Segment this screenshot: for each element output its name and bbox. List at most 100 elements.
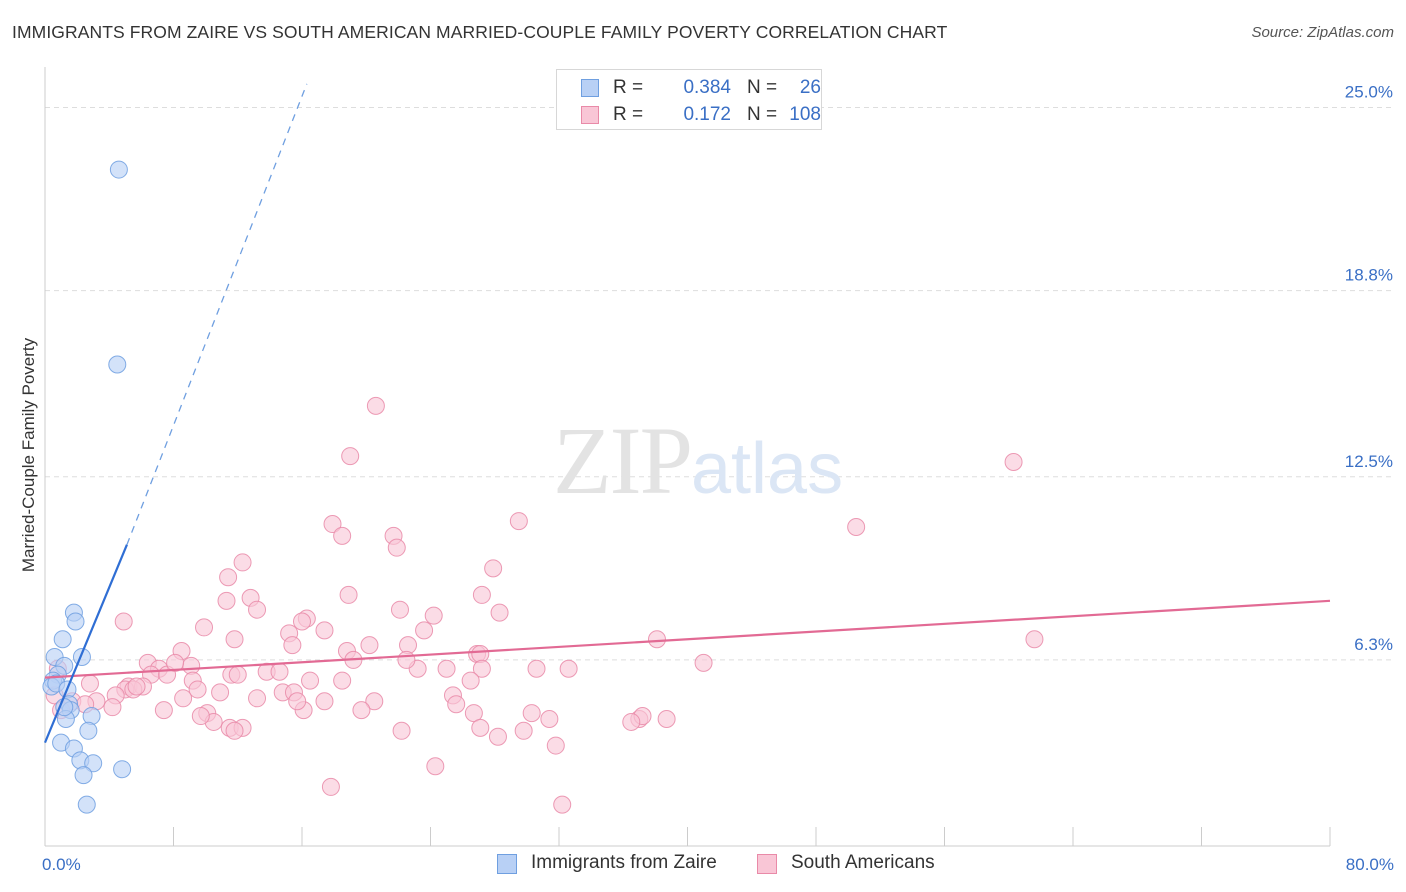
data-point: [109, 160, 128, 179]
data-point: [657, 709, 676, 728]
data-point: [392, 721, 411, 740]
data-point: [283, 636, 302, 655]
data-point: [315, 692, 334, 711]
data-point: [225, 630, 244, 649]
data-point: [53, 630, 72, 649]
x-tick-label: 80.0%: [1346, 855, 1394, 874]
data-point: [108, 355, 127, 374]
data-point: [365, 692, 384, 711]
data-point: [270, 662, 289, 681]
data-point: [546, 736, 565, 755]
legend-r-label: R =: [613, 104, 644, 125]
x-tick-label: 0.0%: [42, 855, 81, 874]
data-point: [397, 650, 416, 669]
south-americans-points: [45, 396, 1044, 814]
tick-labels: 6.3% 12.5% 18.8% 25.0% 0.0% 80.0%: [42, 83, 1394, 874]
data-point: [390, 600, 409, 619]
data-point: [437, 659, 456, 678]
data-point: [527, 659, 546, 678]
data-point: [77, 795, 96, 814]
data-point: [188, 680, 207, 699]
y-tick-label: 12.5%: [1345, 452, 1393, 471]
data-point: [166, 653, 185, 672]
legend-swatch-zaire: [581, 79, 599, 97]
legend-n-value: 108: [789, 104, 821, 125]
trend-line-south-americans: [44, 599, 1331, 679]
data-point: [1025, 630, 1044, 649]
data-point: [114, 612, 133, 631]
data-point: [471, 718, 490, 737]
chart-title: IMMIGRANTS FROM ZAIRE VS SOUTH AMERICAN …: [12, 22, 948, 42]
data-point: [387, 538, 406, 557]
data-point: [301, 671, 320, 690]
zaire-points: [42, 160, 132, 814]
data-point: [219, 568, 238, 587]
data-point: [339, 585, 358, 604]
data-point: [553, 795, 572, 814]
data-point: [352, 701, 371, 720]
axes: [44, 67, 1331, 847]
grid-lines: [45, 107, 1392, 661]
data-point: [293, 612, 311, 631]
data-point: [191, 707, 210, 726]
data-point: [847, 517, 866, 536]
data-point: [248, 600, 267, 619]
data-point: [228, 665, 247, 684]
legend-r-value: 0.384: [683, 77, 731, 98]
data-point: [154, 701, 173, 720]
data-point: [333, 671, 352, 690]
data-point: [366, 396, 385, 415]
data-point: [559, 659, 578, 678]
data-point: [127, 677, 146, 696]
data-point: [315, 621, 334, 640]
data-point: [84, 754, 103, 773]
data-point: [74, 766, 93, 785]
data-point: [415, 621, 434, 640]
data-point: [426, 757, 445, 776]
legend-n-label: N =: [747, 77, 778, 98]
legend: R = 0.384 N = 26 R = 0.172 N = 108: [556, 69, 822, 130]
data-point: [360, 636, 379, 655]
bottom-legend-swatch-zaire: [497, 854, 517, 874]
data-point: [509, 512, 528, 531]
trend-line-zaire-extension: [126, 83, 308, 545]
y-axis-label: Married-Couple Family Poverty: [19, 337, 38, 573]
data-point: [79, 721, 98, 740]
data-point: [341, 447, 360, 466]
legend-r-label: R =: [613, 77, 644, 98]
data-point: [461, 671, 480, 690]
watermark: ZIPatlas: [553, 405, 843, 516]
source-label: Source: ZipAtlas.com: [1251, 24, 1394, 41]
data-point: [103, 698, 122, 717]
data-point: [82, 707, 101, 726]
data-point: [321, 777, 340, 796]
trend-line-zaire: [43, 544, 128, 744]
data-point: [694, 653, 713, 672]
watermark-atlas: atlas: [691, 429, 844, 509]
data-point: [484, 559, 503, 578]
y-tick-label: 18.8%: [1345, 266, 1393, 285]
data-point: [514, 721, 533, 740]
data-point: [540, 709, 559, 728]
data-point: [80, 674, 99, 693]
data-point: [217, 591, 236, 610]
legend-swatch-south-americans: [581, 106, 599, 124]
y-tick-label: 6.3%: [1354, 635, 1393, 654]
data-point: [1004, 453, 1023, 471]
y-tick-label: 25.0%: [1345, 83, 1393, 102]
data-point: [488, 727, 507, 746]
legend-n-value: 26: [799, 77, 821, 98]
data-point: [472, 585, 491, 604]
watermark-zip: ZIP: [553, 407, 693, 514]
bottom-legend-label-zaire: Immigrants from Zaire: [531, 852, 717, 873]
bottom-legend-swatch-south-americans: [757, 854, 777, 874]
data-point: [490, 603, 509, 622]
data-point: [233, 553, 252, 572]
data-point: [424, 606, 443, 625]
data-point: [174, 689, 193, 708]
data-point: [447, 695, 466, 714]
data-point: [195, 618, 214, 637]
data-point: [66, 612, 85, 631]
data-point: [323, 515, 342, 534]
